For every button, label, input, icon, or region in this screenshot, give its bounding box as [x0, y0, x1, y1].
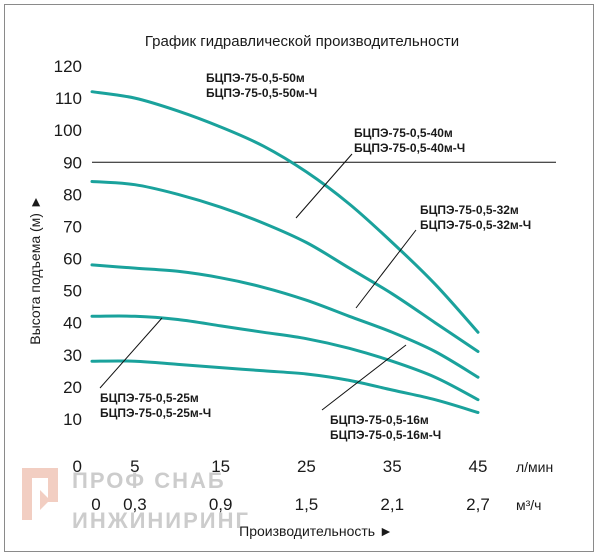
- series-label-4-line2: БЦПЭ-75-0,5-25м-Ч: [100, 406, 211, 420]
- x-unit-m3h: м³/ч: [516, 497, 541, 513]
- y-tick-label: 40: [63, 314, 82, 333]
- series-leader-line-5: [321, 344, 407, 411]
- x-tick-label-lpm: 35: [383, 457, 402, 476]
- series-label-2-line1: БЦПЭ-75-0,5-40м: [354, 126, 453, 140]
- y-tick-label: 90: [63, 153, 82, 172]
- y-tick-label: 70: [63, 217, 82, 236]
- y-tick-label: 120: [54, 57, 82, 76]
- x-tick-label-m3h: 0,9: [209, 495, 233, 514]
- series-curve-5: [90, 359, 480, 414]
- logo-text-line2: ИНЖИНИРИНГ: [72, 508, 250, 533]
- x-tick-label-lpm: 25: [297, 457, 316, 476]
- y-tick-label: 100: [54, 121, 82, 140]
- y-axis-ticks: 10 20 30 40 50 60 70 80 90 100 110 120 0: [54, 57, 82, 476]
- y-tick-label-zero: 0: [73, 457, 82, 476]
- series-curve-1: [90, 90, 480, 334]
- y-tick-label: 20: [63, 378, 82, 397]
- series-label-5-line2: БЦПЭ-75-0,5-16м-Ч: [330, 428, 441, 442]
- chart-frame: [4, 4, 594, 552]
- series-leader-line-4: [99, 317, 163, 389]
- y-axis-label: Высота подъема (м) ►: [27, 195, 43, 344]
- series-label-4-line1: БЦПЭ-75-0,5-25м: [100, 391, 199, 405]
- series-leader-line-3: [355, 229, 417, 309]
- y-tick-label: 30: [63, 346, 82, 365]
- series-label-3-line1: БЦПЭ-75-0,5-32м: [420, 203, 519, 217]
- x-tick-label-m3h: 1,5: [295, 495, 319, 514]
- x-tick-label-lpm: 45: [469, 457, 488, 476]
- logo-mark: [22, 468, 58, 520]
- series-label-2-line2: БЦПЭ-75-0,5-40м-Ч: [354, 141, 465, 155]
- y-tick-label: 110: [55, 89, 82, 108]
- x-tick-label-m3h: 2,1: [380, 495, 404, 514]
- x-tick-label-lpm: 15: [211, 457, 230, 476]
- y-tick-label: 10: [63, 410, 82, 429]
- logo-arrow: [40, 490, 50, 510]
- chart-title: График гидравлической производительности: [145, 33, 459, 50]
- y-tick-label: 50: [63, 282, 82, 301]
- x-unit-lpm: л/мин: [516, 459, 553, 475]
- x-tick-label-m3h: 0,3: [123, 495, 147, 514]
- series-label-3-line2: БЦПЭ-75-0,5-32м-Ч: [420, 218, 531, 232]
- series-label-5-line1: БЦПЭ-75-0,5-16м: [330, 413, 429, 427]
- x-axis-ticks: 5 15 25 35 45 0 0,3 0,9 1,5 2,1 2,7: [91, 457, 490, 514]
- series-curve-2: [90, 180, 480, 353]
- x-tick-label-lpm: 5: [130, 457, 139, 476]
- series-curves: [90, 90, 480, 414]
- logo-text-line1: ПРОФ СНАБ: [72, 468, 226, 493]
- series-curve-3: [90, 263, 480, 379]
- company-logo-watermark: ПРОФ СНАБ ИНЖИНИРИНГ: [22, 468, 250, 533]
- series-curve-4: [90, 314, 480, 402]
- y-tick-label: 80: [63, 185, 82, 204]
- x-tick-label-m3h: 2,7: [466, 495, 490, 514]
- series-label-1-line2: БЦПЭ-75-0,5-50м-Ч: [206, 86, 317, 100]
- x-tick-label-m3h: 0: [91, 495, 100, 514]
- y-tick-label: 60: [63, 250, 82, 269]
- series-label-1-line1: БЦПЭ-75-0,5-50м: [206, 71, 305, 85]
- series-leader-line-2: [295, 153, 353, 219]
- x-axis-label: Производительность ►: [239, 523, 393, 539]
